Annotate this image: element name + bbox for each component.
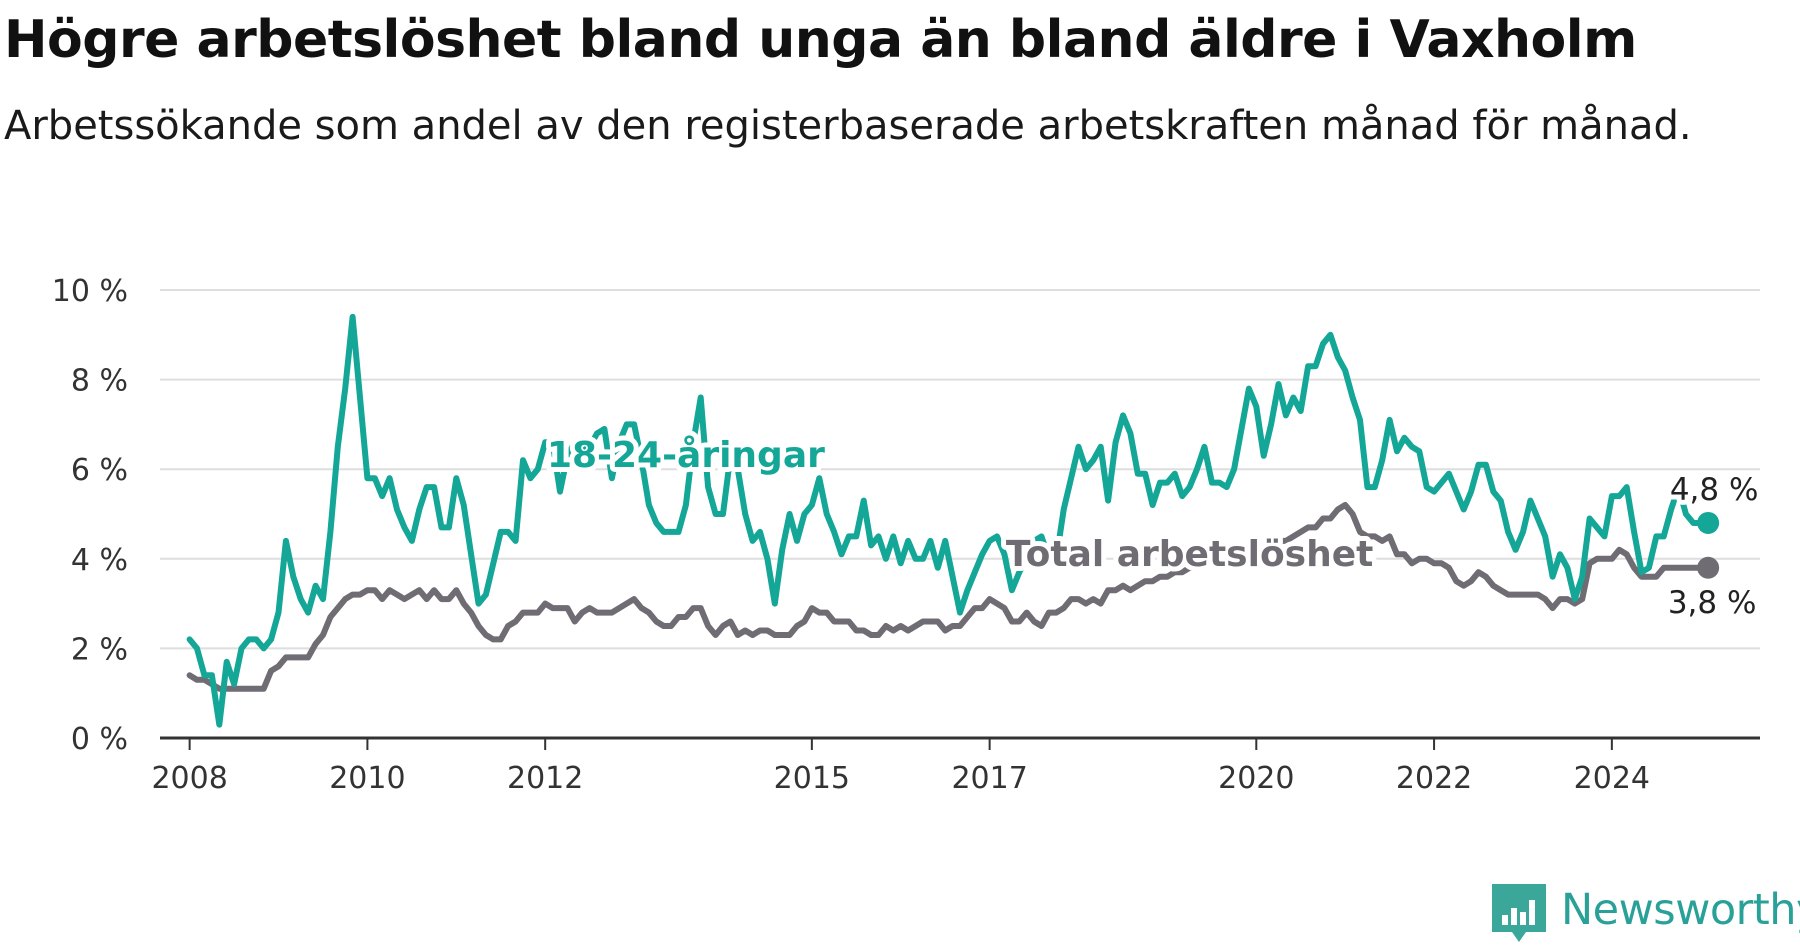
total-end-value-halo: 3,8 % <box>1668 585 1757 621</box>
total-series-label-text: Total arbetslöshet <box>1006 534 1374 575</box>
y-tick-label: 6 % <box>71 453 128 488</box>
total-endpoint-marker <box>1697 556 1720 579</box>
y-tick-label: 0 % <box>71 722 128 757</box>
x-axis: 2008 2010 2012 2015 2017 2020 2022 2024 <box>151 736 1760 796</box>
total-end-value: 3,8 %3,8 % <box>1663 580 1762 626</box>
youth-end-value: 4,8 %4,8 % <box>1665 467 1764 513</box>
chart-subtitle: Arbetssökande som andel av den registerb… <box>4 103 1692 149</box>
x-tick-label: 2024 <box>1574 761 1650 796</box>
y-axis-labels: 0 % 2 % 4 % 6 % 8 % 10 % <box>52 274 128 757</box>
total-unemployment-line <box>186 502 1712 692</box>
x-tick-label: 2015 <box>774 761 850 796</box>
youth-end-value-halo: 4,8 % <box>1670 472 1759 508</box>
newsworthy-logo-icon <box>1492 884 1546 942</box>
total-end-value-text: 3,8 % <box>1668 585 1757 621</box>
line-chart: 0 % 2 % 4 % 6 % 8 % 10 % 2008 2010 2012 2015 2017… <box>51 274 1764 796</box>
x-tick-label: 2008 <box>151 761 227 796</box>
y-tick-label: 4 % <box>71 543 128 578</box>
series-lines <box>186 313 1720 728</box>
x-tick-label: 2010 <box>329 761 405 796</box>
gridlines <box>160 289 1760 650</box>
x-tick-label: 2017 <box>951 761 1027 796</box>
x-tick-label: 2020 <box>1218 761 1294 796</box>
chart-title: Högre arbetslöshet bland unga än bland ä… <box>4 10 1637 70</box>
total-series-label-halo: Total arbetslöshet <box>1006 534 1374 575</box>
youth-series-label-halo: 18-24-åringar <box>547 435 825 476</box>
youth-end-value-text: 4,8 % <box>1670 472 1759 508</box>
youth-series-label-text: 18-24-åringar <box>547 435 825 476</box>
x-tick-label: 2012 <box>507 761 583 796</box>
x-tick-label: 2022 <box>1396 761 1472 796</box>
newsworthy-brand: Newsworthy <box>1561 885 1800 935</box>
y-tick-label: 10 % <box>52 274 128 309</box>
youth-unemployment-line <box>186 313 1712 728</box>
y-tick-label: 2 % <box>71 632 128 667</box>
youth-endpoint-marker <box>1697 511 1720 534</box>
y-tick-label: 8 % <box>71 364 128 399</box>
